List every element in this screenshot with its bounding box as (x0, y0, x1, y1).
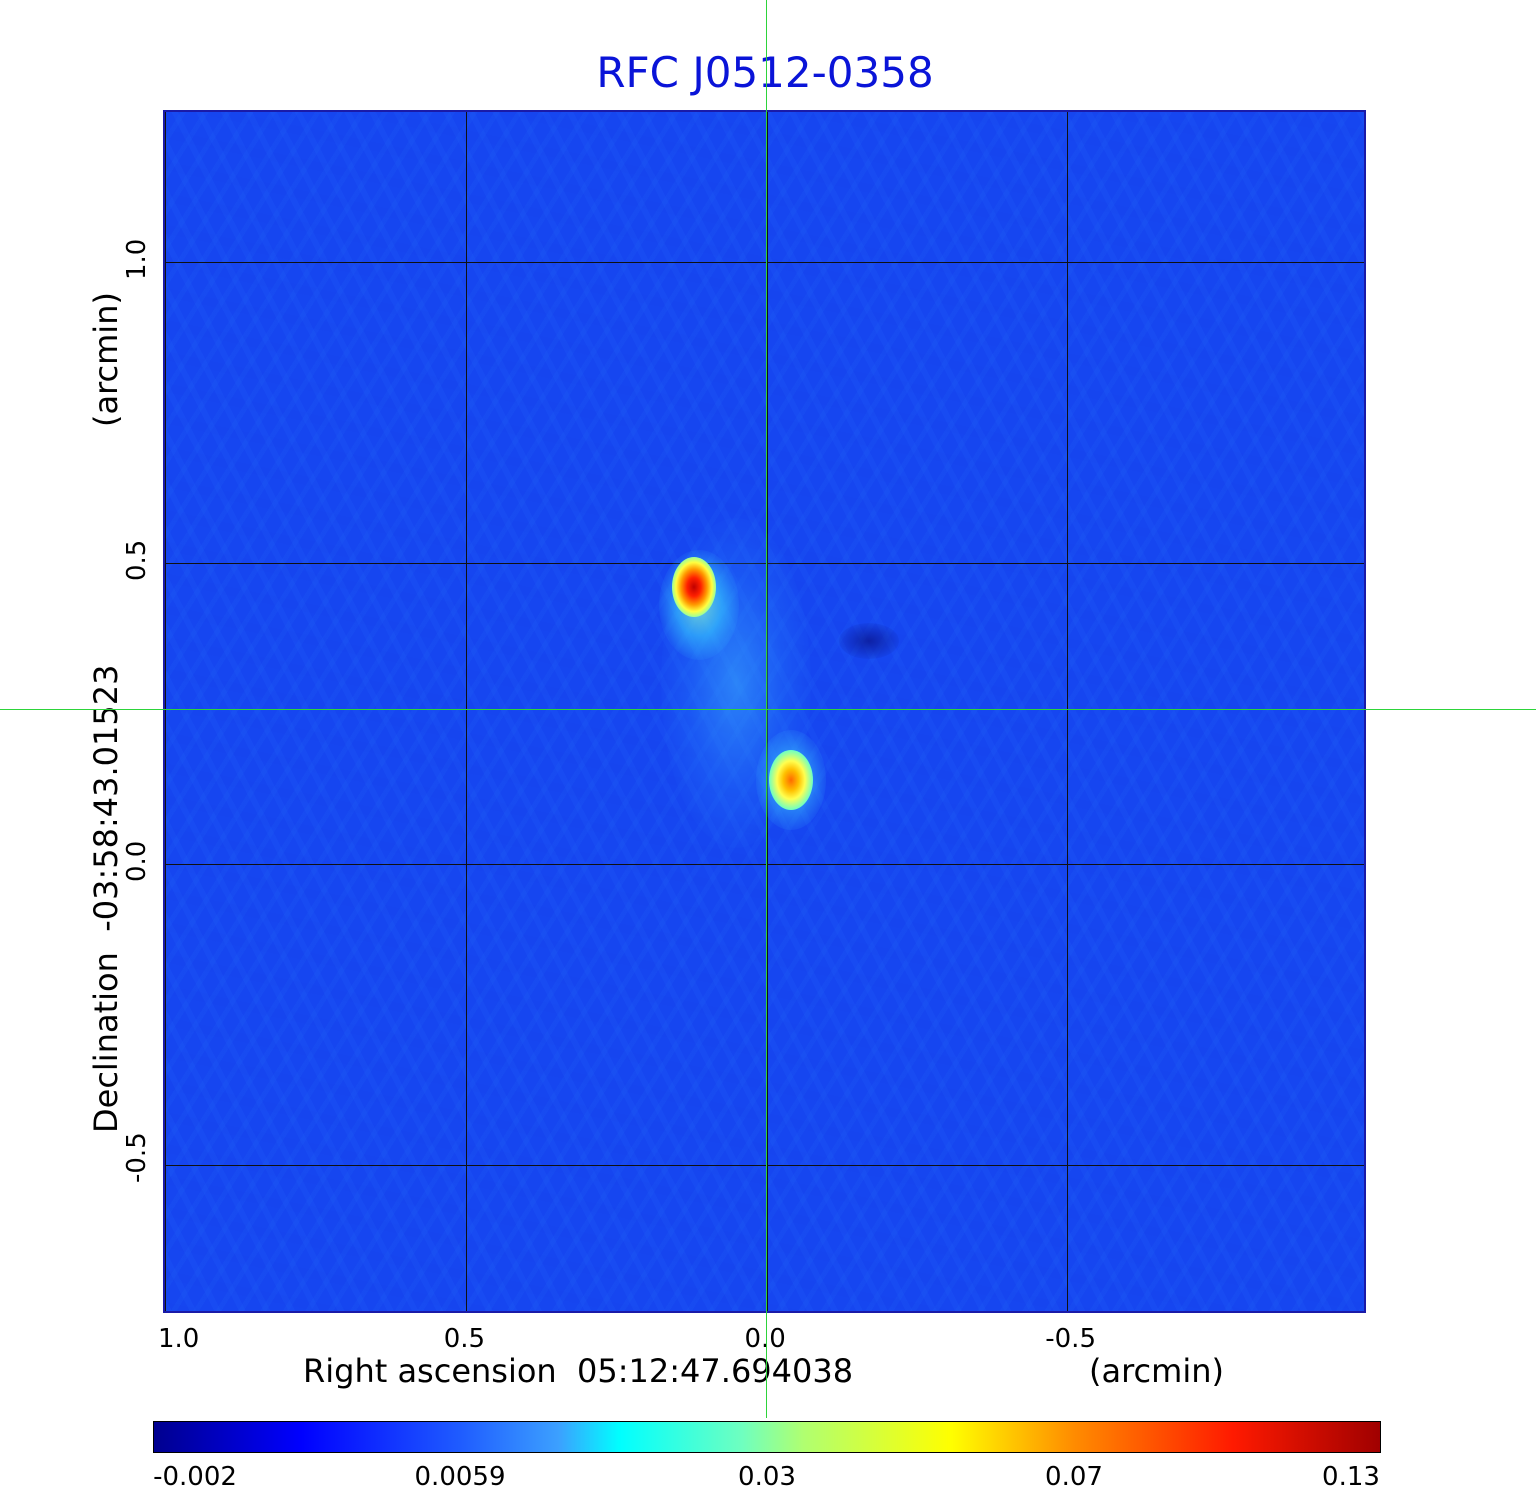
colorbar (153, 1421, 1381, 1453)
x-tick-label: 0.0 (744, 1324, 786, 1354)
y-axis-label: Declination -03:58:43.01523 (87, 664, 125, 1133)
source-component-2-core (768, 749, 813, 810)
colorbar-tick-label: 0.07 (1045, 1462, 1103, 1492)
y-axis-unit: (arcmin) (87, 292, 125, 427)
negative-patch (838, 623, 899, 660)
chart-title: RFC J0512-0358 (596, 48, 934, 97)
y-tick-label: 0.5 (122, 539, 152, 582)
image-plot-area (163, 110, 1366, 1313)
grid-line-y-2 (165, 863, 1364, 865)
x-axis-unit: (arcmin) (1089, 1352, 1224, 1390)
y-tick-label: -0.5 (122, 1131, 152, 1183)
x-axis-label: Right ascension 05:12:47.694038 (303, 1352, 854, 1390)
colorbar-tick-label: 0.03 (738, 1462, 796, 1492)
x-tick-label: 0.5 (443, 1324, 486, 1354)
crosshair-horizontal (0, 709, 1536, 710)
colorbar-tick-label: -0.002 (153, 1462, 237, 1492)
grid-line-x-1 (465, 112, 467, 1311)
y-tick-label: 0.0 (122, 840, 152, 882)
colorbar-tick-label: 0.0059 (414, 1462, 506, 1492)
colorbar-tick-label: 0.13 (1322, 1462, 1380, 1492)
grid-line-x-3 (1067, 112, 1069, 1311)
x-tick-label: -0.5 (1045, 1324, 1096, 1354)
y-tick-label: 1.0 (122, 239, 152, 281)
source-component-1-core (672, 557, 717, 618)
grid-line-y-3 (165, 1164, 1364, 1166)
x-tick-label: 1.0 (158, 1324, 200, 1354)
grid-line-y-0 (165, 262, 1364, 264)
grid-line-x-0 (165, 112, 166, 1311)
